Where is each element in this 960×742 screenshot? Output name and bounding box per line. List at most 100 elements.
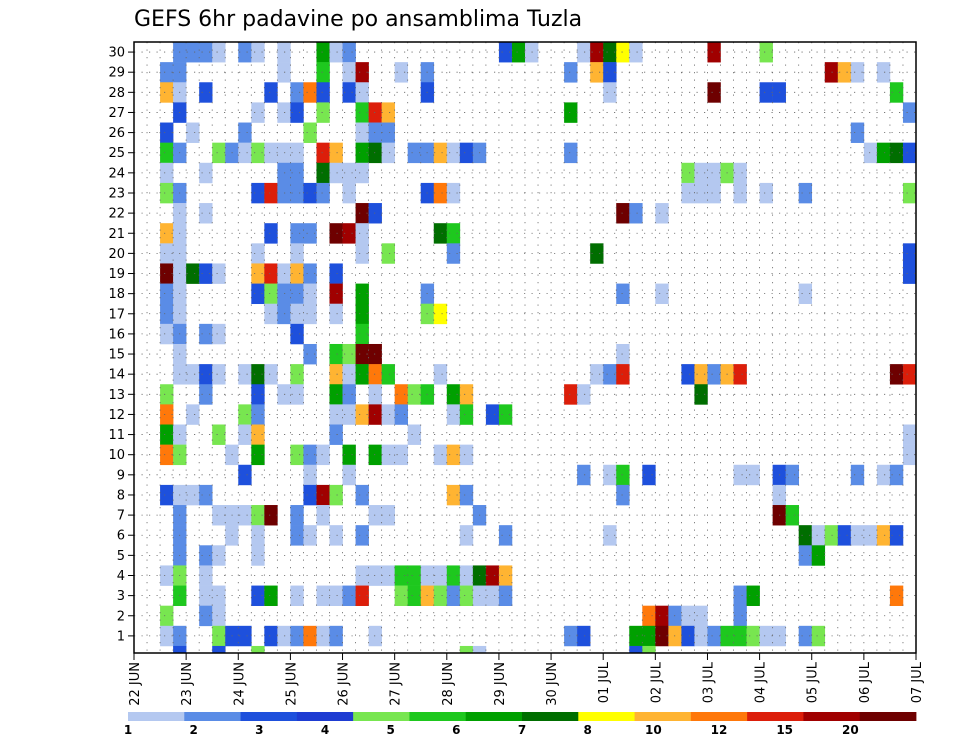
y-tick-label: 30	[108, 46, 125, 61]
heatmap-cell	[603, 82, 617, 103]
heatmap-cell	[303, 343, 317, 365]
heatmap-cell	[355, 484, 369, 506]
heatmap-cell	[433, 364, 448, 385]
x-tick-label: 07 JUL	[910, 661, 925, 703]
y-axis: 1234567891011121314151617181920212223242…	[108, 46, 134, 644]
heatmap-cell	[733, 162, 747, 184]
heatmap-cell	[251, 424, 265, 445]
heatmap-cell	[616, 283, 630, 305]
heatmap-cell	[238, 464, 252, 486]
heatmap-cell	[616, 364, 630, 385]
heatmap-cell	[186, 122, 200, 143]
heatmap-cell	[785, 505, 799, 526]
y-tick-label: 6	[117, 529, 125, 544]
heatmap-cell	[902, 444, 917, 466]
heatmap-cell	[459, 404, 474, 425]
y-tick-label: 17	[108, 307, 125, 322]
heatmap-cell	[355, 303, 369, 325]
y-tick-label: 21	[108, 227, 125, 242]
heatmap-cell	[238, 505, 252, 526]
y-tick-label: 12	[108, 408, 125, 423]
heatmap-cell	[251, 364, 265, 385]
heatmap-cell	[446, 182, 461, 204]
y-tick-label: 20	[108, 247, 125, 262]
heatmap-cell	[368, 142, 382, 164]
heatmap-cell	[238, 42, 252, 63]
y-tick-label: 24	[108, 166, 125, 181]
heatmap-cell	[186, 404, 200, 425]
x-tick-label: 02 JUL	[649, 661, 664, 703]
y-tick-label: 25	[108, 146, 125, 161]
heatmap-cell	[251, 243, 265, 264]
heatmap-cell	[433, 142, 448, 164]
heatmap-cell	[498, 585, 513, 606]
heatmap-cell	[355, 525, 369, 546]
heatmap-cell	[577, 42, 591, 63]
y-tick-label: 2	[117, 609, 125, 624]
heatmap-cell	[264, 182, 278, 204]
legend-swatch	[184, 712, 241, 721]
heatmap-cell	[212, 364, 226, 385]
legend-label: 2	[189, 723, 197, 737]
heatmap-cell	[694, 162, 708, 184]
heatmap-cell	[329, 303, 343, 325]
heatmap-cell	[355, 142, 369, 164]
heatmap-cell	[303, 182, 317, 204]
heatmap-cell	[498, 42, 513, 63]
heatmap-cell	[446, 223, 461, 244]
heatmap-cell	[889, 525, 904, 546]
heatmap-cell	[642, 625, 656, 647]
heatmap-cell	[212, 505, 226, 526]
heatmap-cell	[498, 525, 513, 546]
heatmap-cell	[251, 404, 265, 425]
heatmap-cell	[459, 142, 474, 164]
heatmap-cell	[798, 182, 813, 204]
heatmap-cell	[251, 182, 265, 204]
heatmap-cell	[446, 384, 461, 405]
heatmap-cell	[251, 42, 265, 63]
heatmap-cell	[303, 625, 317, 647]
heatmap-cell	[368, 625, 382, 647]
heatmap-cell	[590, 364, 604, 385]
heatmap-cell	[707, 162, 721, 184]
heatmap-cell	[355, 404, 369, 425]
heatmap-cell	[681, 182, 695, 204]
heatmap-cell	[238, 364, 252, 385]
heatmap-cell	[251, 263, 265, 284]
heatmap-cell	[498, 565, 513, 586]
heatmap-cell	[290, 364, 304, 385]
heatmap-cell	[811, 545, 826, 566]
heatmap-cell	[798, 625, 813, 647]
heatmap-cell	[212, 605, 226, 627]
x-tick-label: 26 JUN	[337, 662, 352, 706]
heatmap-cell	[290, 82, 304, 103]
heatmap-cell	[238, 122, 252, 143]
heatmap-cell	[485, 565, 500, 586]
heatmap-cell	[694, 605, 708, 627]
heatmap-cell	[433, 303, 448, 325]
heatmap-cell	[707, 82, 721, 103]
legend-label: 4	[321, 723, 329, 737]
heatmap-cell	[381, 243, 395, 264]
heatmap-cell	[251, 585, 265, 606]
heatmap-cell	[355, 162, 369, 184]
heatmap-cell	[160, 243, 174, 264]
legend-swatch	[747, 712, 804, 721]
legend-swatch	[409, 712, 467, 721]
legend-swatch	[522, 712, 579, 721]
heatmap-cell	[876, 525, 891, 546]
heatmap-cell	[329, 525, 343, 546]
heatmap-cell	[212, 323, 226, 345]
legend-swatch	[128, 712, 185, 721]
heatmap-cell	[394, 565, 408, 586]
heatmap-cell	[407, 565, 422, 586]
heatmap-cell	[186, 263, 200, 284]
heatmap-cell	[603, 464, 617, 486]
heatmap-cell	[329, 343, 343, 365]
heatmap-cell	[342, 182, 356, 204]
legend-label: 7	[518, 723, 526, 737]
heatmap-cell	[355, 364, 369, 385]
legend-label: 1	[124, 723, 132, 737]
heatmap-cell	[590, 42, 604, 63]
heatmap-cell	[655, 605, 669, 627]
